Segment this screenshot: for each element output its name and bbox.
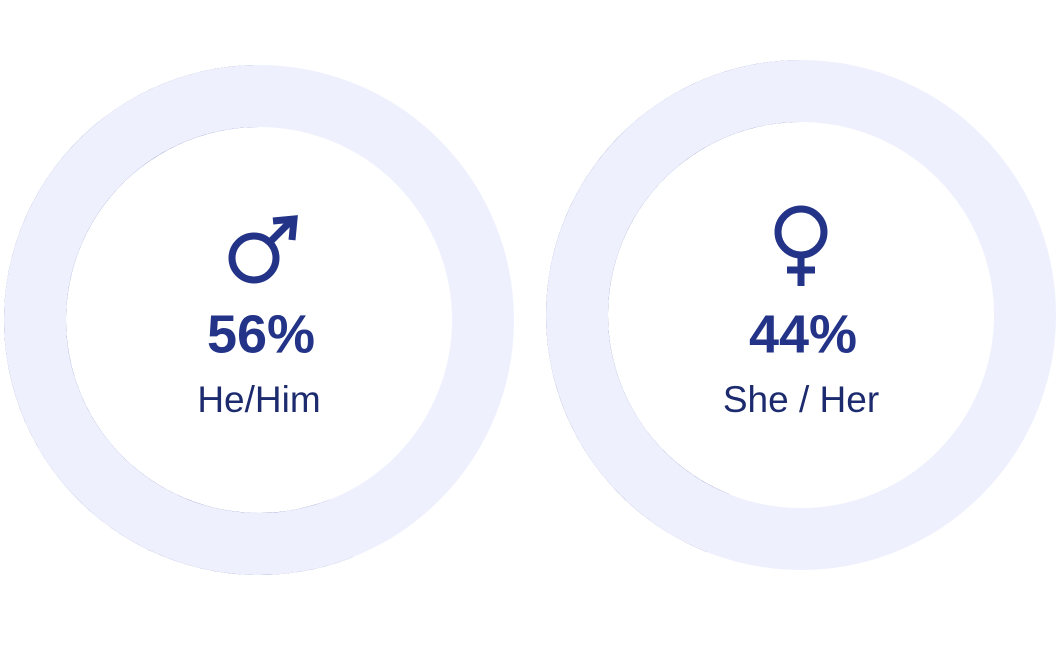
male-icon-circle <box>228 232 280 284</box>
value-label: 44% <box>749 304 857 364</box>
male-icon-head <box>272 215 298 241</box>
category-label: He/Him <box>197 379 320 420</box>
female-icon <box>774 205 828 286</box>
male-icon <box>228 215 298 284</box>
donut-track <box>4 65 514 575</box>
donut-track <box>546 60 1056 570</box>
category-label: She / Her <box>723 379 879 420</box>
value-label: 56% <box>207 304 315 364</box>
female-icon-circle <box>774 205 828 259</box>
